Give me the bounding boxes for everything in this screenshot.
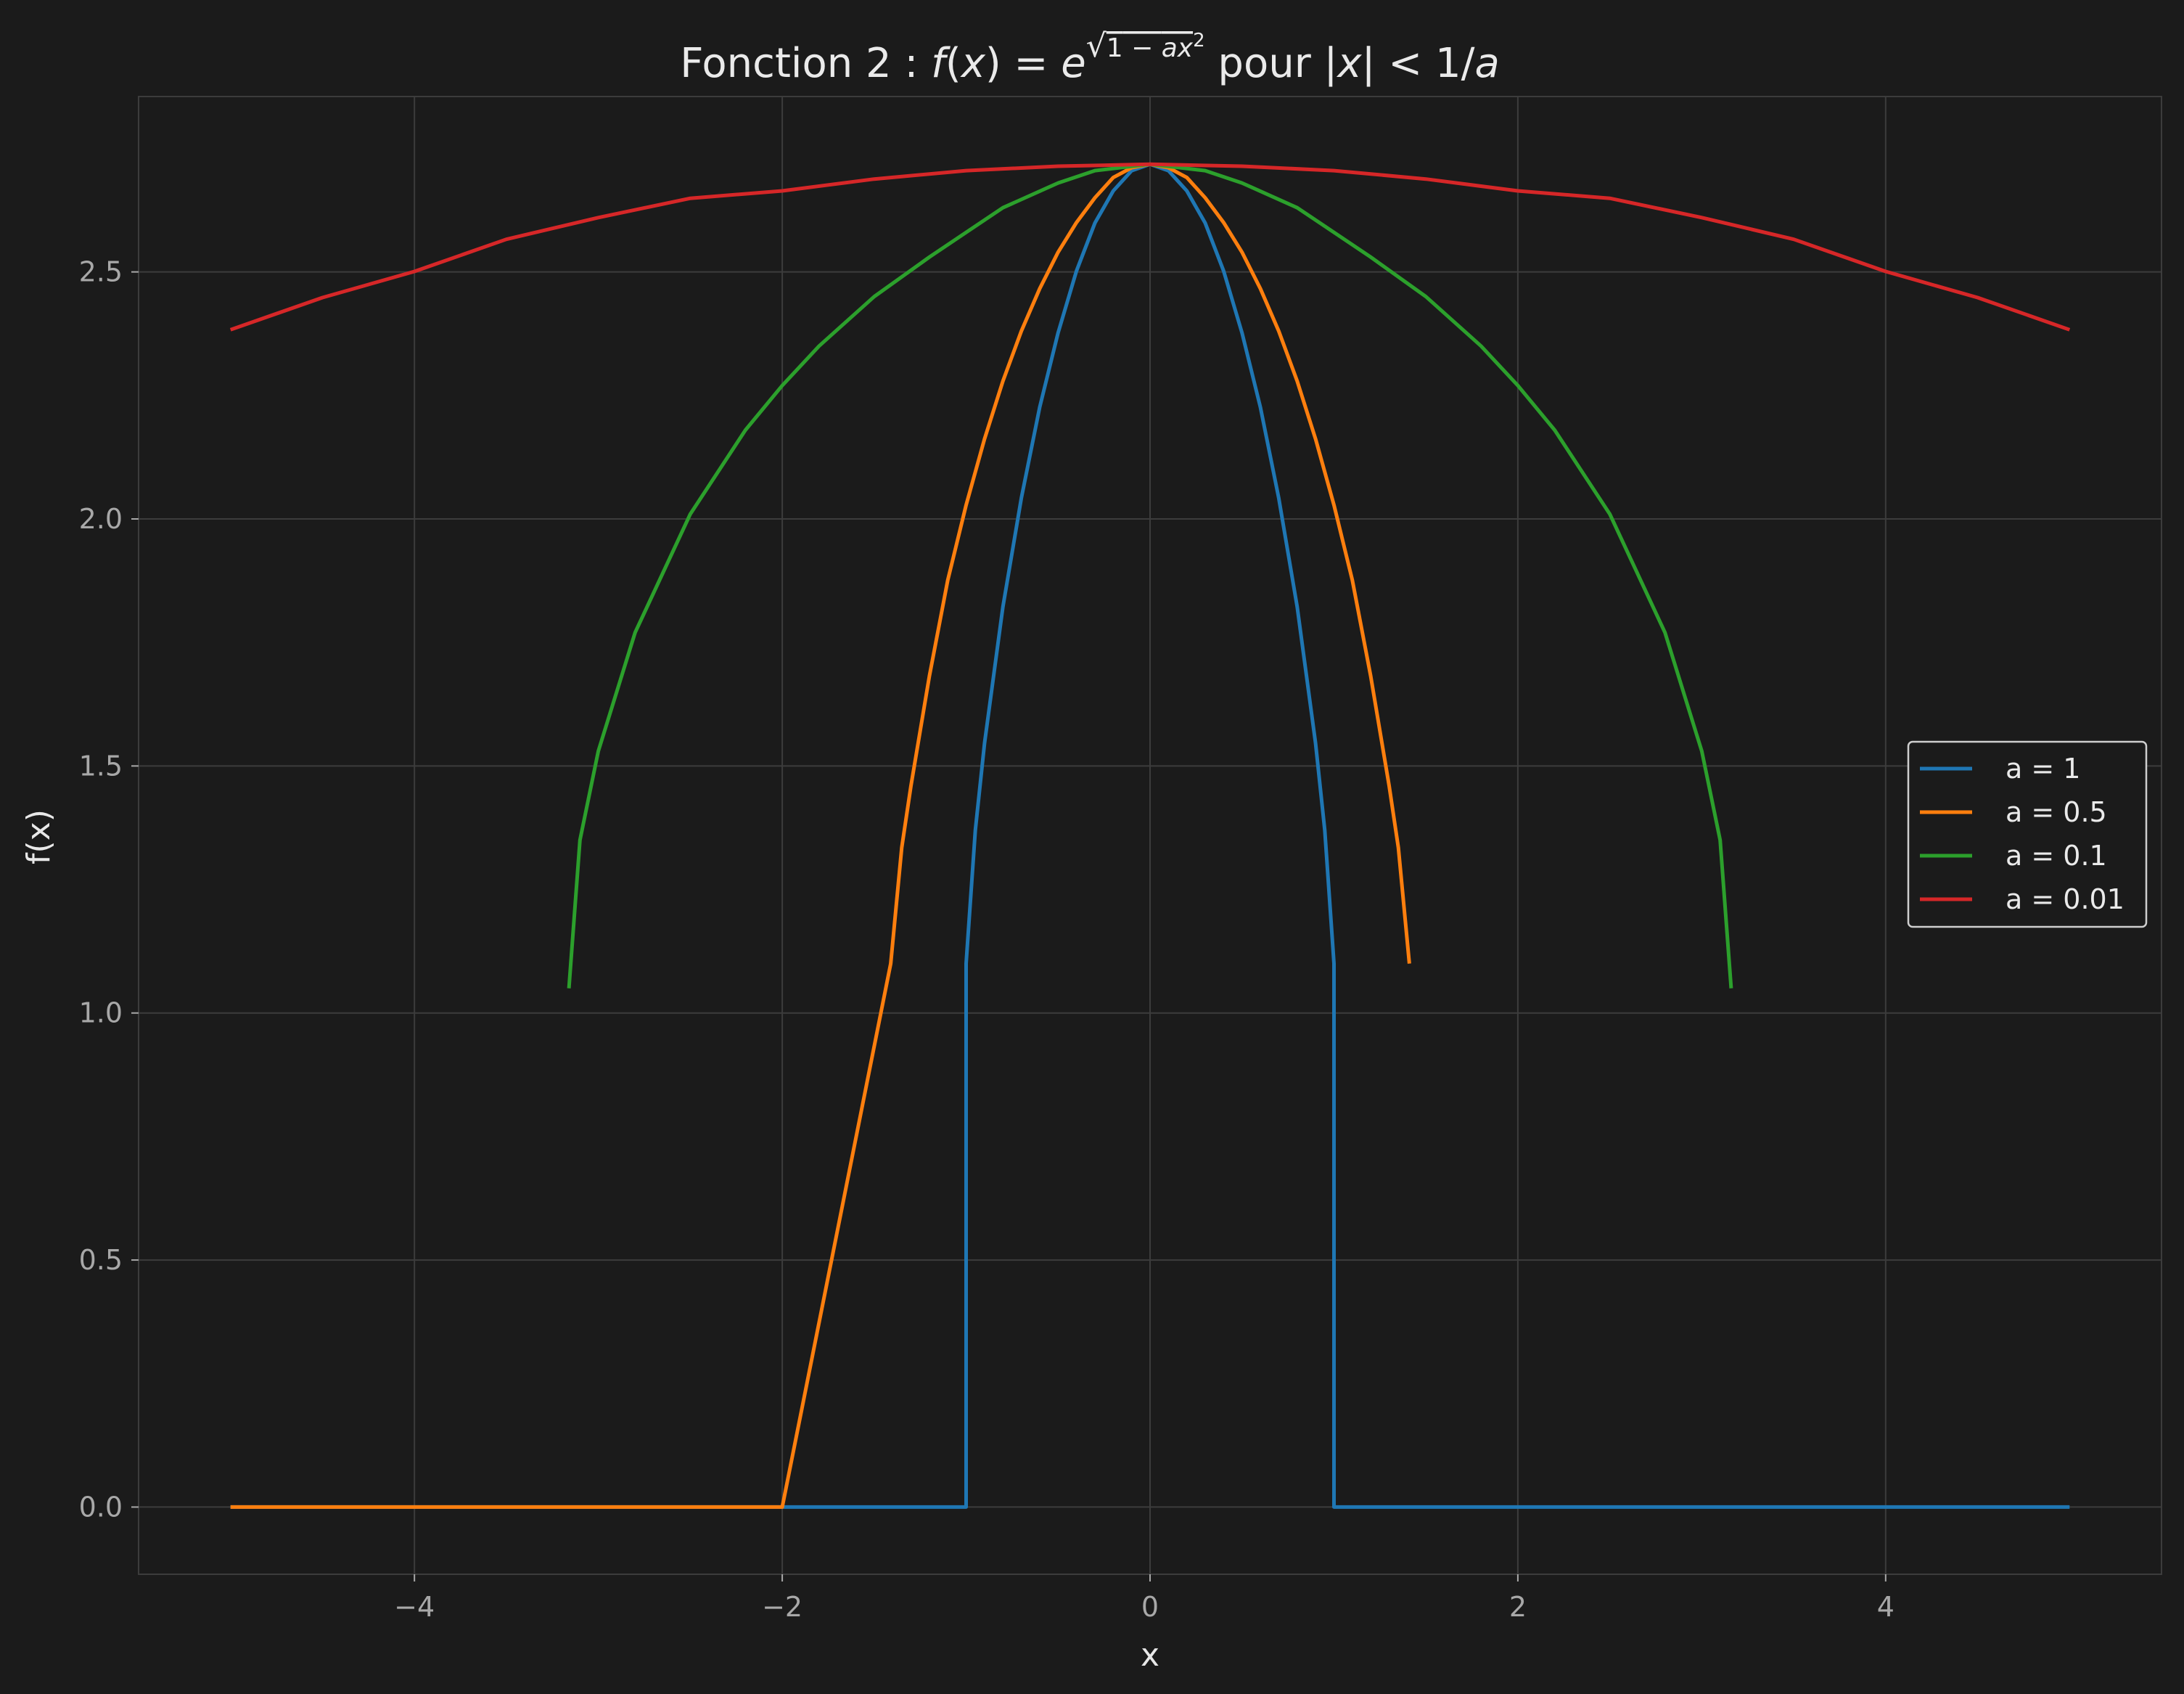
title-lt-one-over: | < 1/ (1362, 40, 1475, 87)
y-tick-label: 1.5 (79, 750, 123, 782)
legend-box (1907, 740, 2148, 928)
title-e: e (1061, 40, 1085, 87)
title-open-paren: ( (945, 40, 961, 87)
y-tick-label: 0.0 (79, 1491, 123, 1523)
series-lines (229, 162, 2071, 1509)
title-exp-power: 2 (1193, 30, 1205, 52)
title-exp-ax: ax (1162, 33, 1194, 63)
x-tick-label: 4 (1877, 1591, 1894, 1623)
legend-label: a = 1 (2006, 753, 2080, 785)
x-tick-label: 0 (1141, 1591, 1159, 1623)
y-tick-label: 1.0 (79, 997, 123, 1029)
x-tick-label: 2 (1509, 1591, 1527, 1623)
title-close-eq: ) = (985, 40, 1061, 87)
y-tick-label: 0.5 (79, 1244, 123, 1276)
y-tick-label: 2.5 (79, 256, 123, 288)
x-axis-label: x (1141, 1637, 1159, 1674)
y-axis-label: f(x) (20, 809, 57, 864)
title-exp-minus: − (1123, 33, 1162, 63)
legend-label: a = 0.1 (2006, 840, 2107, 872)
title-pour: pour | (1205, 40, 1338, 87)
x-tick-label: −4 (394, 1591, 435, 1623)
title-sqrt-sign: √ (1086, 28, 1107, 65)
title-x: x (960, 40, 986, 87)
title-x-abs: x (1336, 40, 1362, 87)
legend-label: a = 0.01 (2006, 883, 2125, 915)
series-line-3 (229, 162, 2071, 332)
title-prefix: Fonction 2 : (680, 40, 931, 87)
chart-title: Fonction 2 : f(x) = e√1 − ax2 pour |x| <… (680, 28, 1500, 87)
legend-label: a = 0.5 (2006, 796, 2107, 828)
title-a: a (1474, 40, 1499, 87)
axis-ticks: −4 −2 0 2 4 0.0 0.5 1.0 1.5 2.0 2.5 (79, 256, 1894, 1623)
y-tick-label: 2.0 (79, 503, 123, 535)
title-exp-one: 1 (1107, 33, 1123, 63)
legend: a = 1 a = 0.5 a = 0.1 a = 0.01 (1907, 740, 2148, 928)
x-tick-label: −2 (762, 1591, 802, 1623)
